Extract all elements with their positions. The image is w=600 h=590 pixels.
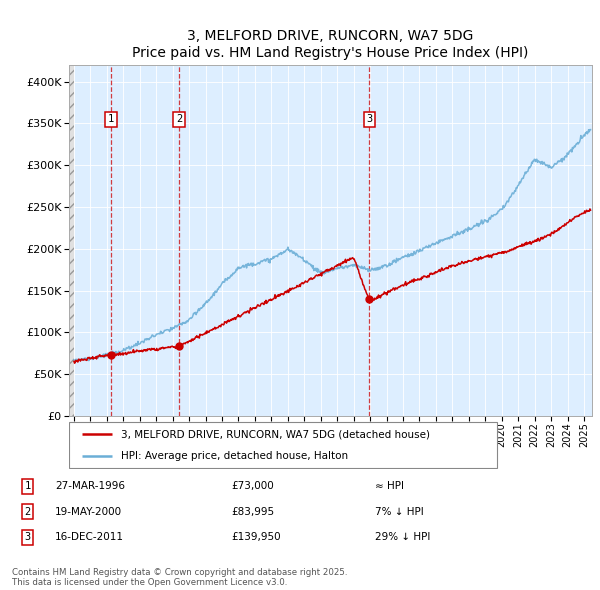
Text: 19-MAY-2000: 19-MAY-2000 bbox=[55, 507, 122, 517]
Text: 16-DEC-2011: 16-DEC-2011 bbox=[55, 532, 124, 542]
Text: £83,995: £83,995 bbox=[231, 507, 274, 517]
Text: 29% ↓ HPI: 29% ↓ HPI bbox=[375, 532, 430, 542]
Text: 3, MELFORD DRIVE, RUNCORN, WA7 5DG (detached house): 3, MELFORD DRIVE, RUNCORN, WA7 5DG (deta… bbox=[121, 429, 430, 439]
Text: 27-MAR-1996: 27-MAR-1996 bbox=[55, 481, 125, 491]
Text: 7% ↓ HPI: 7% ↓ HPI bbox=[375, 507, 424, 517]
Text: Contains HM Land Registry data © Crown copyright and database right 2025.
This d: Contains HM Land Registry data © Crown c… bbox=[12, 568, 347, 587]
Text: 1: 1 bbox=[107, 114, 114, 124]
Text: 3: 3 bbox=[367, 114, 373, 124]
Text: HPI: Average price, detached house, Halton: HPI: Average price, detached house, Halt… bbox=[121, 451, 348, 461]
FancyBboxPatch shape bbox=[69, 422, 497, 468]
Text: £139,950: £139,950 bbox=[231, 532, 281, 542]
Text: £73,000: £73,000 bbox=[231, 481, 274, 491]
Title: 3, MELFORD DRIVE, RUNCORN, WA7 5DG
Price paid vs. HM Land Registry's House Price: 3, MELFORD DRIVE, RUNCORN, WA7 5DG Price… bbox=[133, 30, 529, 60]
Text: 2: 2 bbox=[176, 114, 182, 124]
Text: 3: 3 bbox=[25, 532, 31, 542]
Text: 2: 2 bbox=[25, 507, 31, 517]
Text: ≈ HPI: ≈ HPI bbox=[375, 481, 404, 491]
Bar bbox=[69, 65, 74, 416]
Text: 1: 1 bbox=[25, 481, 31, 491]
